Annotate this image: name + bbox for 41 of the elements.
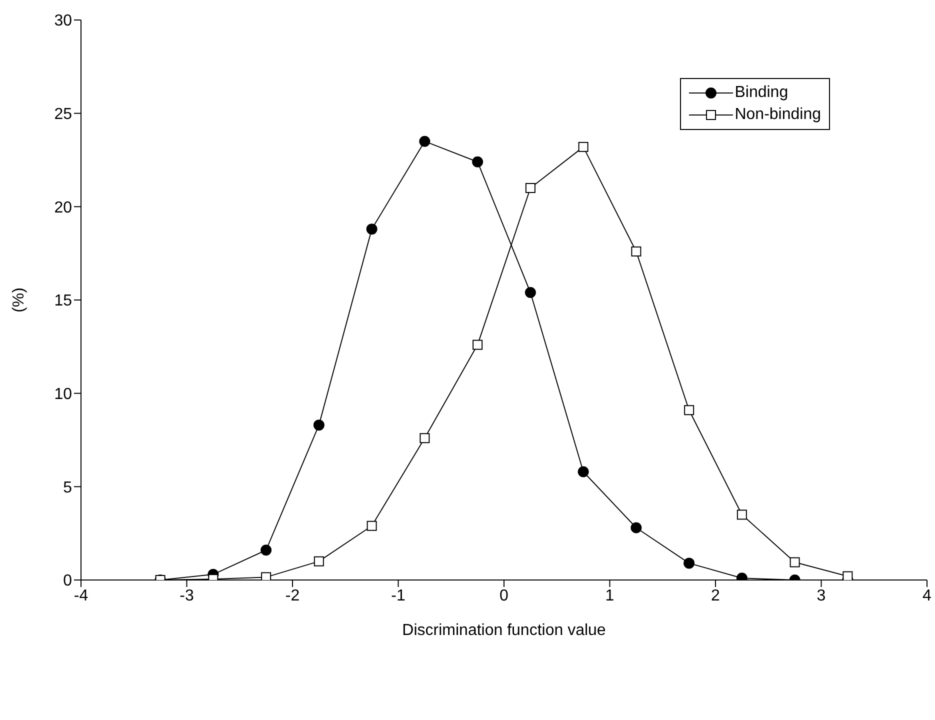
point	[260, 544, 272, 556]
y-tick-label: 20	[54, 199, 72, 216]
x-tick-label: -1	[391, 587, 406, 604]
point	[261, 572, 272, 580]
y-tick-label: 15	[54, 292, 72, 310]
point	[366, 224, 378, 235]
y-tick-label: 0	[63, 572, 72, 590]
x-tick-label: 1	[605, 587, 614, 604]
point	[472, 340, 483, 350]
x-tick-label: -4	[74, 587, 88, 604]
point	[578, 466, 589, 478]
point	[472, 156, 484, 168]
x-tick-label: -2	[285, 587, 300, 604]
point	[419, 136, 430, 147]
legend-label: Non-binding	[734, 106, 821, 124]
y-tick-label: 5	[63, 479, 72, 496]
point	[524, 287, 536, 298]
point	[630, 522, 642, 534]
y-tick-label: 10	[54, 386, 72, 404]
point	[313, 420, 324, 431]
point	[684, 558, 695, 569]
point	[790, 557, 800, 568]
point	[420, 433, 430, 444]
y-tick-label: 25	[54, 106, 72, 124]
x-tick-label: 0	[500, 587, 509, 604]
y-tick-label: 30	[54, 12, 72, 30]
legend-label: Binding	[734, 84, 788, 102]
x-tick-label: -3	[180, 587, 194, 604]
point	[631, 246, 642, 256]
x-tick-label: 4	[922, 587, 932, 604]
x-axis-title: Discrimination function value	[402, 622, 606, 639]
point	[314, 556, 324, 566]
x-tick-label: 3	[816, 587, 826, 604]
point	[366, 520, 377, 531]
y-axis-title: (%)	[10, 288, 28, 312]
point	[684, 405, 694, 416]
x-tick-label: 2	[711, 587, 720, 604]
point	[578, 142, 588, 152]
point	[842, 571, 853, 580]
point	[736, 510, 747, 520]
point	[525, 183, 536, 193]
